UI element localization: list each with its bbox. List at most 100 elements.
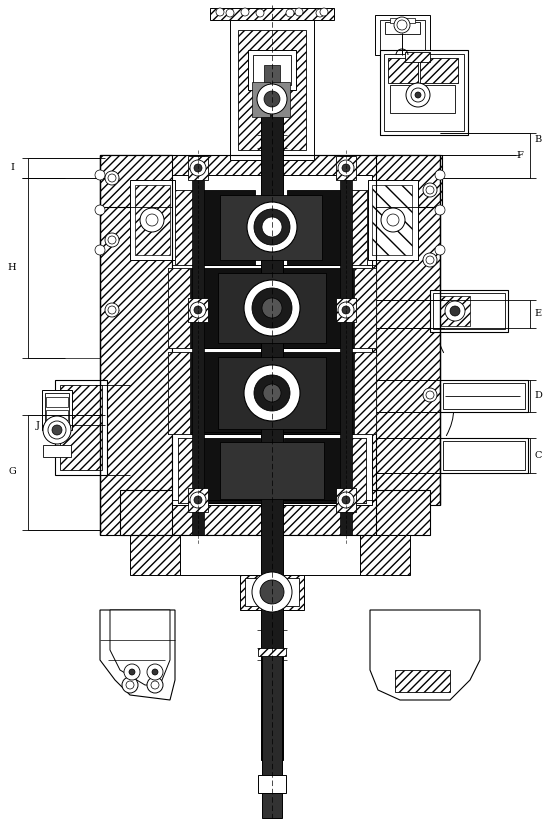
Bar — [261, 60, 283, 760]
Bar — [380, 50, 468, 135]
Bar — [218, 357, 326, 429]
Bar — [43, 445, 71, 457]
Text: D: D — [534, 391, 542, 400]
Bar — [180, 535, 360, 575]
Bar — [433, 293, 505, 329]
Circle shape — [264, 91, 280, 107]
Bar — [220, 195, 322, 260]
Text: E: E — [534, 310, 542, 319]
Bar — [384, 54, 464, 131]
Circle shape — [342, 496, 350, 504]
Circle shape — [105, 303, 119, 317]
Bar — [120, 490, 430, 535]
Bar — [168, 352, 262, 434]
Circle shape — [95, 170, 105, 180]
Circle shape — [216, 8, 224, 16]
Bar — [395, 670, 450, 692]
Circle shape — [254, 375, 290, 411]
Bar — [440, 380, 528, 412]
Bar — [46, 397, 68, 407]
Circle shape — [260, 580, 284, 604]
Bar — [430, 290, 508, 332]
Bar — [252, 82, 270, 117]
Circle shape — [387, 214, 399, 226]
Bar — [238, 30, 306, 150]
Bar — [347, 190, 367, 265]
Circle shape — [226, 9, 234, 17]
Circle shape — [105, 233, 119, 247]
Bar — [340, 155, 352, 535]
Text: J: J — [36, 420, 40, 429]
Bar — [390, 18, 415, 23]
Circle shape — [52, 425, 62, 435]
Bar — [245, 578, 299, 606]
Polygon shape — [110, 610, 170, 685]
Bar — [220, 442, 324, 499]
Circle shape — [286, 9, 294, 17]
Bar — [385, 22, 420, 34]
Bar — [272, 82, 290, 117]
Circle shape — [338, 160, 354, 176]
Circle shape — [435, 205, 445, 215]
Circle shape — [445, 301, 465, 321]
Bar — [188, 298, 208, 322]
Bar — [246, 35, 298, 60]
Polygon shape — [100, 610, 175, 700]
Bar — [178, 438, 196, 503]
Bar — [390, 85, 455, 113]
Bar — [168, 268, 190, 348]
Circle shape — [435, 245, 445, 255]
Bar — [100, 155, 172, 535]
Bar — [188, 488, 208, 512]
Circle shape — [48, 421, 66, 439]
Circle shape — [124, 664, 140, 680]
Circle shape — [257, 84, 287, 114]
Text: G: G — [8, 468, 16, 477]
Bar — [336, 488, 356, 512]
Bar — [284, 438, 366, 503]
Bar — [258, 648, 286, 656]
Circle shape — [247, 202, 297, 252]
Circle shape — [252, 572, 292, 612]
Circle shape — [95, 245, 105, 255]
Bar — [368, 180, 418, 260]
Bar — [336, 298, 356, 322]
Circle shape — [342, 306, 350, 314]
Bar — [210, 8, 334, 20]
Bar — [262, 650, 282, 790]
Bar — [388, 58, 418, 83]
Circle shape — [194, 164, 202, 172]
Circle shape — [397, 20, 407, 30]
Bar — [55, 380, 107, 475]
Bar — [130, 535, 180, 575]
Bar — [258, 775, 286, 793]
Text: A: A — [516, 400, 523, 409]
Circle shape — [381, 208, 405, 232]
Text: B: B — [534, 135, 542, 144]
Circle shape — [190, 160, 206, 176]
Circle shape — [152, 669, 158, 675]
Bar — [188, 156, 208, 180]
Bar — [178, 438, 260, 503]
Circle shape — [151, 681, 159, 689]
Bar — [348, 438, 366, 503]
Bar — [375, 15, 430, 55]
Circle shape — [126, 681, 134, 689]
Bar — [420, 58, 458, 83]
Bar — [172, 175, 372, 505]
Bar — [443, 383, 525, 409]
Circle shape — [129, 669, 135, 675]
Bar — [440, 296, 470, 326]
Bar — [262, 793, 282, 818]
Bar — [282, 352, 376, 434]
Bar — [248, 50, 296, 90]
Bar — [60, 385, 102, 470]
Circle shape — [342, 164, 350, 172]
Circle shape — [254, 209, 290, 245]
Bar — [45, 393, 69, 427]
Bar — [443, 441, 525, 470]
Bar — [175, 190, 255, 265]
Polygon shape — [370, 610, 480, 700]
Circle shape — [435, 170, 445, 180]
Bar — [130, 180, 175, 260]
